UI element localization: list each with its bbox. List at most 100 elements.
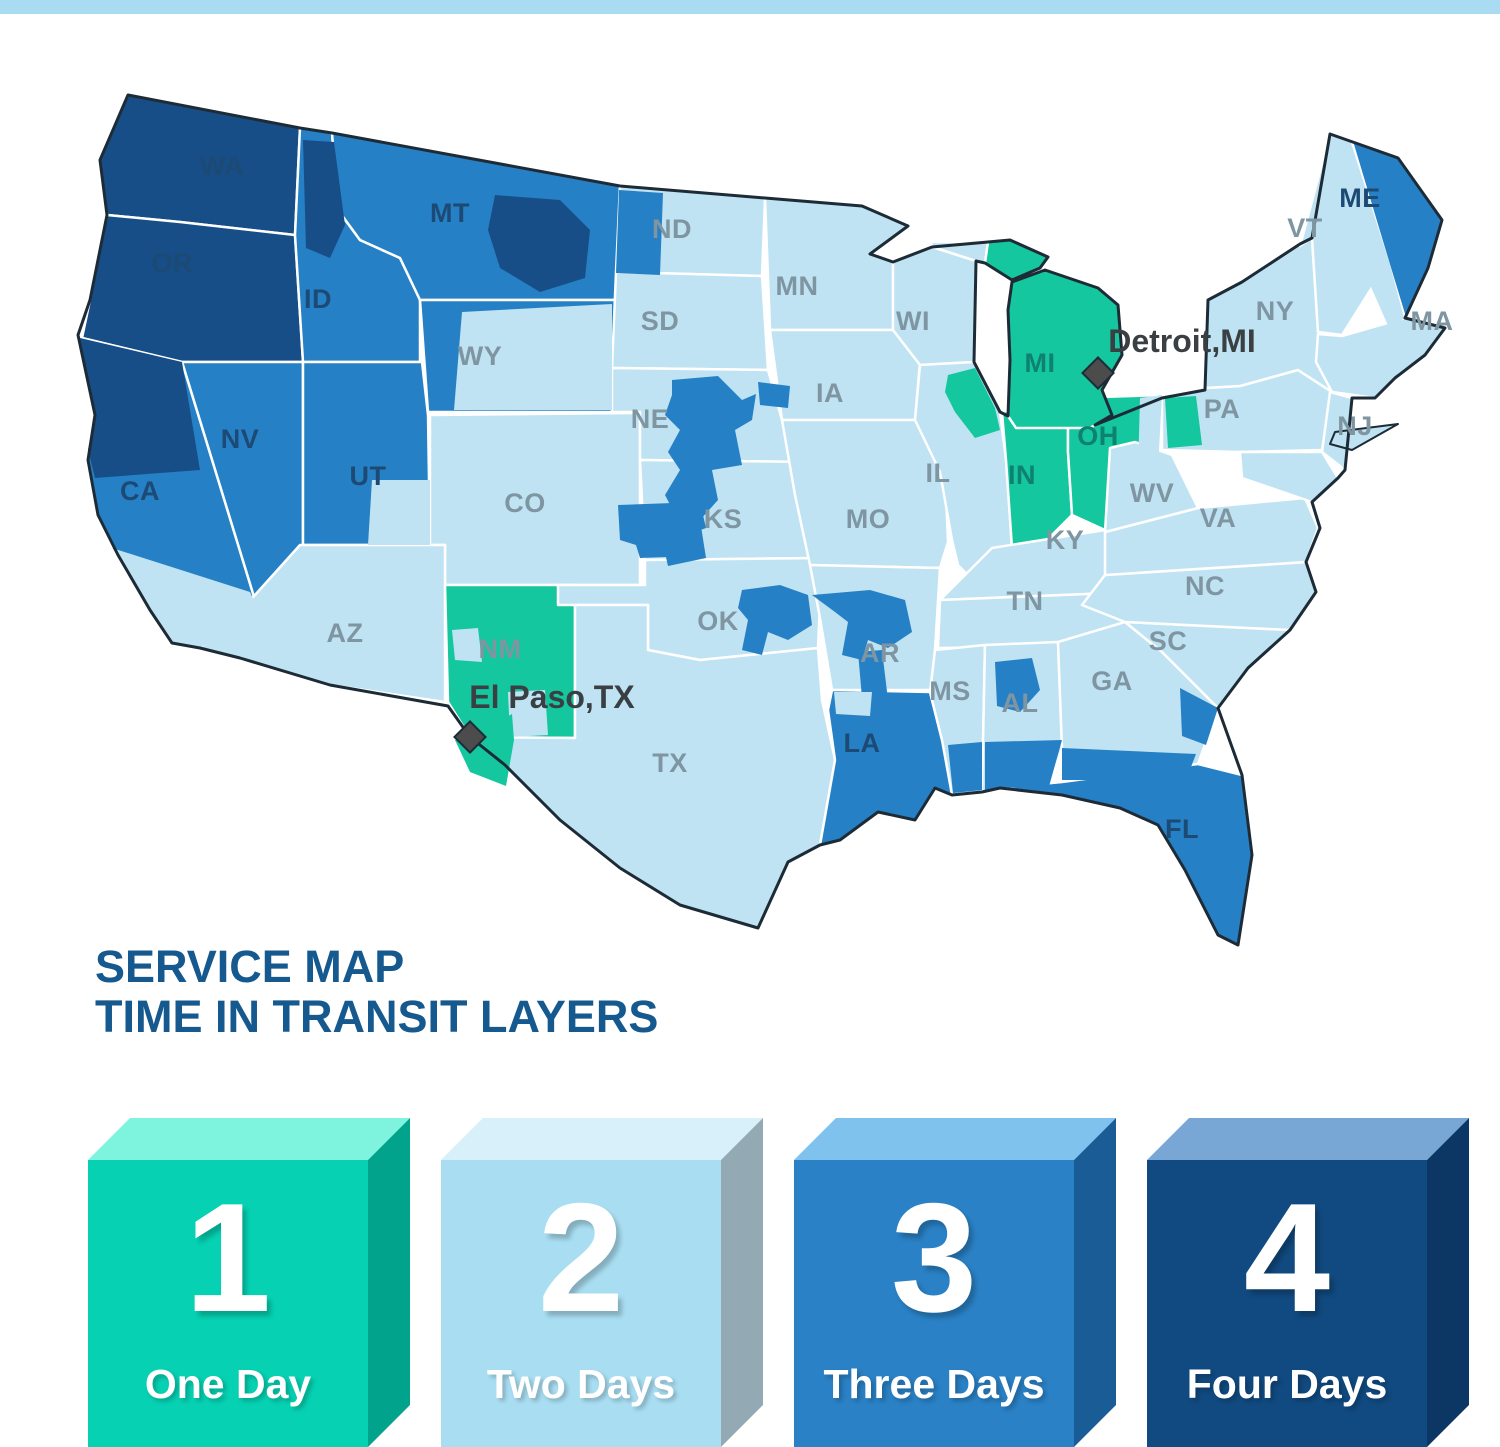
zone-patch-nm-light2 [508, 690, 548, 737]
state-ia [768, 328, 922, 422]
state-label-ne: NE [631, 404, 670, 434]
zone-patch-pa-west-green [1165, 396, 1202, 448]
state-label-la: LA [844, 728, 881, 758]
zone-patch-oh-east [1138, 395, 1162, 470]
legend-label-one-day: One Day [144, 1361, 312, 1407]
state-sd [610, 270, 770, 372]
state-label-nm: NM [479, 634, 522, 664]
top-accent-bar [0, 0, 1500, 14]
state-label-ga: GA [1091, 666, 1133, 696]
legend-label-three-days: Three Days [823, 1361, 1045, 1407]
state-label-ok: OK [697, 606, 739, 636]
state-md-de [1238, 450, 1340, 504]
state-label-id: ID [304, 284, 332, 314]
state-label-or: OR [151, 248, 193, 278]
state-label-wi: WI [896, 306, 930, 336]
legend-label-two-days: Two Days [486, 1361, 676, 1407]
state-label-ks: KS [704, 504, 743, 534]
zone-patch-ca-north [80, 338, 200, 478]
state-label-tn: TN [1007, 586, 1044, 616]
state-label-fl: FL [1165, 814, 1199, 844]
legend-number-3: 3 [890, 1171, 978, 1344]
state-label-pa: PA [1204, 394, 1241, 424]
legend-block-three-days-shape [794, 1118, 1116, 1447]
state-label-nj: NJ [1337, 411, 1373, 441]
transit-legend: 1 One Day 2 Two Days 3 Three Days 4 Four… [0, 1118, 1500, 1447]
zone-patch-ut-se [368, 480, 430, 545]
zone-patch-wy-east [454, 304, 612, 410]
state-label-nv: NV [221, 424, 260, 454]
state-label-ar: AR [860, 638, 900, 668]
zone-patch-ok-east [738, 585, 812, 655]
elpaso-label: El Paso,TX [469, 679, 635, 715]
zone-patch-ks-west [618, 502, 706, 558]
zone-patch-ca-south [112, 548, 258, 648]
state-mo [780, 418, 950, 570]
detroit-label: Detroit,MI [1108, 323, 1256, 359]
state-label-al: AL [1002, 688, 1039, 718]
state-label-in: IN [1008, 460, 1036, 490]
us-border-outline [76, 93, 1447, 947]
state-label-me: ME [1339, 183, 1381, 213]
legend-number-1: 1 [184, 1171, 272, 1344]
zone-patch-ga-south [1062, 748, 1196, 780]
zone-patch-mt-east [488, 195, 590, 292]
zone-patch-id-panhandle [303, 140, 345, 258]
state-label-oh: OH [1077, 421, 1119, 451]
zone-patch-ar-west [812, 590, 912, 660]
legend-block-four-days: 4 Four Days [1147, 1118, 1477, 1447]
state-label-tx: TX [652, 748, 688, 778]
state-label-wy: WY [458, 341, 503, 371]
zone-patch-nm-light1 [452, 628, 482, 662]
state-label-il: IL [926, 458, 951, 488]
zone-patch-ar-south [858, 650, 888, 700]
state-label-ms: MS [929, 676, 971, 706]
state-label-wa: WA [200, 151, 245, 181]
map-title-line1: SERVICE MAP [95, 941, 405, 992]
state-label-ia: IA [816, 378, 844, 408]
legend-label-four-days: Four Days [1186, 1361, 1388, 1407]
zone-patch-ga-coast [1180, 688, 1218, 745]
state-label-nd: ND [652, 214, 692, 244]
zone-patch-la-nw [834, 692, 872, 716]
map-title-line2: TIME IN TRANSIT LAYERS [95, 991, 659, 1042]
state-labels-layer: WA OR CA NV ID MT WY UT CO AZ NM ND SD NE KS OK TX MN IA MO… [120, 151, 1454, 844]
detroit-marker-icon [1081, 356, 1115, 390]
legend-block-three-days: 3 Three Days [794, 1118, 1124, 1447]
elpaso-marker-icon [453, 720, 487, 754]
state-label-va: VA [1200, 503, 1237, 533]
map-title: SERVICE MAP TIME IN TRANSIT LAYERS [95, 942, 658, 1042]
state-label-mn: MN [776, 271, 819, 301]
state-label-ma: MA [1411, 306, 1454, 336]
state-label-mo: MO [846, 504, 891, 534]
state-label-az: AZ [327, 618, 364, 648]
zone-patch-me-sw [1336, 146, 1404, 330]
zone-patch-omaha [758, 382, 790, 408]
legend-block-two-days: 2 Two Days [441, 1118, 771, 1447]
state-label-wv: WV [1130, 478, 1175, 508]
states-layer [76, 93, 1447, 947]
legend-number-4: 4 [1243, 1171, 1331, 1344]
legend-number-2: 2 [537, 1171, 625, 1344]
state-or [80, 213, 305, 364]
state-label-ut: UT [350, 461, 387, 491]
state-label-mt: MT [430, 198, 470, 228]
zone-patch-ms-south [948, 742, 982, 793]
legend-block-one-day-shape [88, 1118, 410, 1447]
state-label-vt: VT [1287, 213, 1323, 243]
state-label-ky: KY [1046, 525, 1085, 555]
state-label-ca: CA [120, 476, 160, 506]
state-label-sd: SD [641, 306, 680, 336]
legend-block-one-day: 1 One Day [88, 1118, 418, 1447]
state-label-ny: NY [1256, 296, 1295, 326]
state-label-sc: SC [1149, 626, 1188, 656]
zone-patch-al-south [985, 740, 1062, 790]
legend-block-four-days-shape [1147, 1118, 1469, 1447]
city-markers-layer: Detroit,MI El Paso,TX [453, 323, 1256, 754]
state-label-nc: NC [1185, 571, 1225, 601]
legend-block-two-days-shape [441, 1118, 763, 1447]
state-label-mi: MI [1025, 348, 1056, 378]
zone-patch-nd-west [616, 190, 663, 275]
